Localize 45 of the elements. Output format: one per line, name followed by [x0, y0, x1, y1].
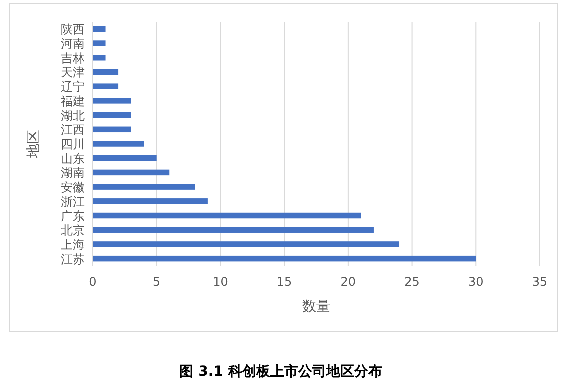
bar: [93, 26, 106, 32]
bar: [93, 184, 196, 190]
bar: [93, 212, 362, 219]
y-tick-label: 四川: [61, 138, 85, 152]
x-tick-label: 5: [153, 275, 161, 289]
bar: [93, 198, 208, 204]
text: 图 3.1 科创板上市公司地区分布: [180, 363, 382, 380]
x-tick-label: 20: [340, 275, 356, 289]
y-tick-label: 湖北: [61, 108, 85, 123]
x-tick-label: 35: [532, 275, 548, 289]
bar: [93, 112, 132, 118]
y-tick-label: 天津: [61, 66, 85, 80]
y-tick-label: 江苏: [61, 252, 85, 266]
x-tick-label: 10: [213, 275, 228, 289]
x-tick-label: 30: [468, 275, 484, 289]
bar: [93, 155, 157, 162]
x-axis-title: 数量: [302, 299, 330, 315]
y-tick-label: 山东: [61, 152, 85, 166]
y-tick-label: 湖南: [61, 166, 85, 180]
bar: [93, 55, 106, 61]
y-tick-label: 安徽: [61, 180, 85, 195]
bar: [93, 98, 132, 104]
bar: [93, 242, 400, 248]
bar: [93, 256, 476, 262]
y-tick-label: 辽宁: [61, 80, 85, 94]
y-axis-title: 地区: [26, 130, 42, 159]
y-tick-label: 陕西: [61, 22, 85, 37]
bar: [93, 227, 374, 233]
y-tick-label: 福建: [61, 94, 85, 108]
x-tick-label: 0: [89, 275, 97, 289]
y-tick-label: 江西: [61, 123, 85, 138]
y-tick-label: 河南: [61, 37, 85, 52]
x-tick-label: 25: [404, 275, 420, 289]
bar: [93, 170, 170, 176]
y-tick-label: 吉林: [61, 51, 85, 66]
bar: [93, 141, 144, 147]
bar: [93, 40, 106, 46]
bar: [93, 69, 119, 76]
bar: [93, 126, 132, 133]
y-tick-label: 广东: [61, 209, 85, 224]
y-tick-label: 浙江: [61, 194, 85, 209]
y-tick-label: 上海: [61, 238, 85, 252]
x-tick-label: 15: [276, 275, 292, 289]
bar: [93, 84, 119, 90]
y-tick-label: 北京: [61, 224, 85, 238]
